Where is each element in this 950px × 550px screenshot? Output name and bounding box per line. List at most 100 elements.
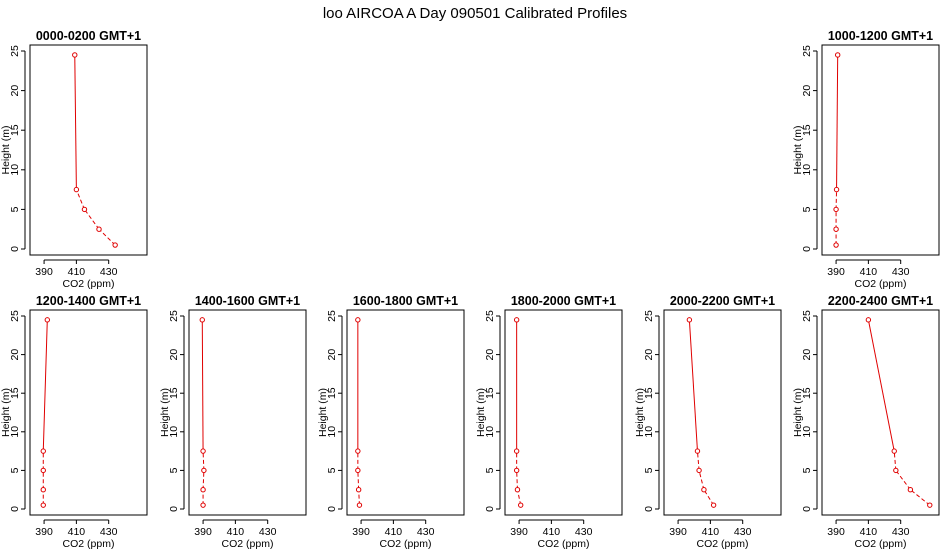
y-tick-label: 25 (9, 45, 21, 57)
plot-frame (346, 309, 465, 516)
data-point (40, 502, 46, 508)
y-tick-label: 20 (643, 349, 655, 361)
y-tick-label: 5 (801, 206, 813, 212)
plot-frame (29, 309, 148, 516)
panel-title: 2200-2400 GMT+1 (828, 294, 933, 308)
panel-title: 1400-1600 GMT+1 (195, 294, 300, 308)
y-tick-label: 25 (484, 310, 496, 322)
profile-panels: 0000-0200 GMT+1 0 5 10 15 20 25 Height (m) 390 41… (0, 29, 940, 550)
profile-panel: 0000-0200 GMT+1 0 5 10 15 20 25 Height (m) 390 41… (0, 29, 148, 290)
y-tick-label: 10 (801, 426, 813, 438)
x-tick-label: 390 (35, 266, 53, 278)
y-tick-label: 0 (168, 506, 180, 512)
y-axis-label: Height (m) (0, 125, 12, 174)
y-tick-label: 20 (326, 349, 338, 361)
data-point (355, 467, 361, 474)
y-tick-label: 5 (9, 467, 21, 473)
data-point (200, 502, 206, 508)
y-tick-label: 20 (9, 349, 21, 361)
profile-segment (202, 451, 205, 471)
profile-panel: 1600-1800 GMT+1 0 5 10 15 20 25 Height (m) 390 41… (317, 294, 465, 550)
y-tick-label: 0 (484, 506, 496, 512)
y-tick-label: 10 (9, 164, 21, 176)
data-point (112, 242, 118, 248)
y-tick-label: 0 (801, 246, 813, 252)
y-tick-label: 10 (9, 426, 21, 438)
x-tick-label: 390 (194, 526, 212, 538)
profile-segment (867, 319, 895, 452)
profile-panel: 1800-2000 GMT+1 0 5 10 15 20 25 Height (m) 390 41… (475, 294, 623, 550)
data-point (833, 186, 840, 193)
x-tick-label: 390 (510, 526, 528, 538)
x-axis-label: CO2 (ppm) (855, 538, 907, 550)
plot-frame (29, 44, 148, 256)
data-point (893, 467, 899, 474)
y-axis-label: Height (m) (317, 388, 329, 437)
plot-frame (821, 44, 940, 256)
y-tick-label: 5 (168, 467, 180, 473)
x-tick-label: 430 (575, 526, 593, 538)
y-tick-label: 15 (168, 387, 180, 399)
x-tick-label: 390 (352, 526, 370, 538)
x-tick-label: 410 (227, 526, 245, 538)
data-point (40, 448, 46, 454)
plot-frame (504, 309, 623, 516)
panel-title: 1000-1200 GMT+1 (828, 29, 933, 43)
plot-frame (663, 309, 782, 516)
data-point (96, 226, 102, 232)
profile-segment (893, 451, 897, 471)
data-point (355, 487, 362, 493)
profile-segment (42, 319, 48, 452)
data-point (891, 448, 897, 454)
x-tick-label: 390 (827, 526, 845, 538)
y-tick-label: 25 (801, 45, 813, 57)
data-point (73, 186, 80, 193)
y-tick-label: 15 (801, 124, 813, 136)
data-point (514, 487, 521, 493)
x-tick-label: 430 (892, 266, 910, 278)
x-tick-label: 390 (827, 266, 845, 278)
data-point (513, 317, 520, 323)
y-axis-label: Height (m) (0, 388, 12, 437)
x-axis-label: CO2 (ppm) (63, 538, 115, 550)
y-tick-label: 20 (801, 85, 813, 97)
y-tick-label: 5 (484, 467, 496, 473)
y-axis-label: Height (m) (634, 388, 646, 437)
data-point (81, 206, 88, 213)
data-point (40, 487, 46, 493)
x-tick-label: 390 (669, 526, 687, 538)
y-tick-label: 10 (326, 426, 338, 438)
panel-title: 1600-1800 GMT+1 (353, 294, 458, 308)
y-tick-label: 20 (801, 349, 813, 361)
y-tick-label: 5 (643, 467, 655, 473)
data-point (833, 226, 839, 232)
data-point (865, 317, 872, 323)
profile-segment (895, 470, 911, 491)
x-tick-label: 410 (702, 526, 720, 538)
profile-panel: 2200-2400 GMT+1 0 5 10 15 20 25 Height (m) 390 41… (792, 294, 940, 550)
x-axis-label: CO2 (ppm) (380, 538, 432, 550)
x-tick-label: 410 (385, 526, 403, 538)
panel-title: 2000-2200 GMT+1 (670, 294, 775, 308)
data-point (833, 242, 839, 248)
x-tick-label: 410 (860, 266, 878, 278)
profile-segment (516, 470, 518, 490)
profile-segment (75, 189, 85, 210)
y-tick-label: 10 (643, 426, 655, 438)
x-tick-label: 430 (259, 526, 277, 538)
data-point (72, 52, 78, 58)
y-tick-label: 0 (643, 506, 655, 512)
figure-title: loo AIRCOA A Day 090501 Calibrated Profi… (323, 5, 627, 22)
profile-segment (688, 319, 698, 452)
x-tick-label: 430 (734, 526, 752, 538)
x-tick-label: 410 (68, 526, 86, 538)
data-point (356, 502, 363, 508)
profile-segment (357, 470, 360, 490)
profile-segment (98, 228, 116, 246)
y-tick-label: 5 (801, 467, 813, 473)
y-tick-label: 25 (326, 310, 338, 322)
y-tick-label: 25 (168, 310, 180, 322)
y-axis-label: Height (m) (792, 125, 804, 174)
profile-segment (698, 470, 705, 490)
